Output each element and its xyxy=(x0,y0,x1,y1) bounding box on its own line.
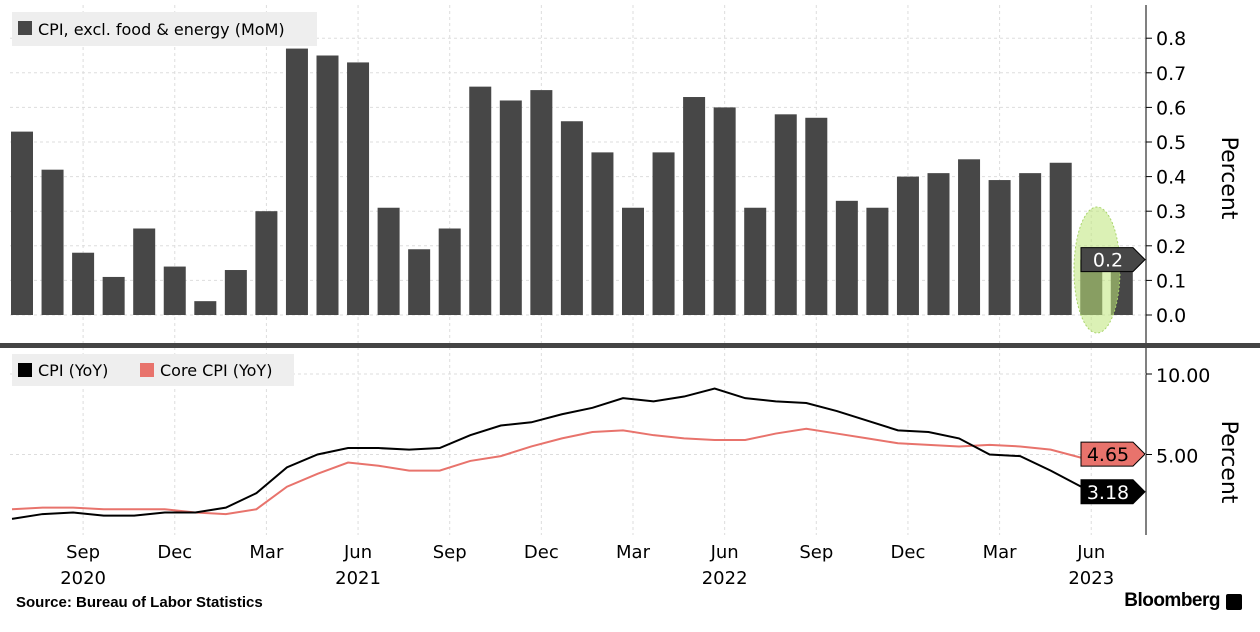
y-tick-label: 0.8 xyxy=(1156,28,1186,50)
y-tick-label: 0.6 xyxy=(1156,97,1186,119)
bar xyxy=(866,207,889,315)
bloomberg-icon xyxy=(1226,594,1242,610)
y-tick-label: 0.1 xyxy=(1156,270,1186,292)
bar xyxy=(316,55,339,315)
y-tick-label: 0.4 xyxy=(1156,167,1186,189)
bar xyxy=(530,90,553,315)
bar xyxy=(72,252,95,315)
bar xyxy=(652,152,675,315)
last-value-label: 0.2 xyxy=(1093,250,1123,272)
x-tick-label: Jun xyxy=(1076,542,1105,563)
bar xyxy=(683,97,706,316)
bar xyxy=(499,100,522,315)
last-value-tag xyxy=(1080,247,1146,273)
x-tick-label: Dec xyxy=(891,542,926,563)
bar xyxy=(133,228,156,315)
series-line xyxy=(11,427,1112,516)
bar xyxy=(744,207,767,315)
x-tick-label: Dec xyxy=(524,542,559,563)
bloomberg-logo: Bloomberg xyxy=(1124,590,1220,611)
x-year-label: 2020 xyxy=(60,568,106,589)
bar xyxy=(377,207,400,315)
series-line xyxy=(11,387,1112,520)
bar xyxy=(224,270,247,315)
bar xyxy=(11,131,33,315)
y-tick-label: 5.00 xyxy=(1156,446,1198,468)
x-year-label: 2022 xyxy=(702,568,748,589)
bar xyxy=(622,207,644,315)
legend-box-top xyxy=(12,12,317,46)
bar xyxy=(347,62,370,315)
legend-label: CPI (YoY) xyxy=(38,361,108,380)
x-tick-label: Jun xyxy=(710,542,739,563)
bar xyxy=(1019,173,1042,315)
bar xyxy=(927,173,950,315)
x-tick-label: Sep xyxy=(66,542,100,563)
bar xyxy=(41,169,64,315)
y-tick-label: 0.3 xyxy=(1156,201,1186,223)
y-tick-label: 10.00 xyxy=(1156,365,1210,387)
bar xyxy=(438,228,461,315)
legend-swatch xyxy=(18,21,32,35)
bar xyxy=(835,200,858,315)
bar xyxy=(194,301,217,315)
x-year-label: 2023 xyxy=(1068,568,1114,589)
bar xyxy=(255,211,278,315)
source-note: Source: Bureau of Labor Statistics xyxy=(16,594,263,611)
legend-swatch xyxy=(18,363,32,377)
bar xyxy=(805,117,828,315)
x-tick-label: Mar xyxy=(616,542,651,563)
x-tick-label: Sep xyxy=(799,542,833,563)
y-axis-title-bottom: Percent xyxy=(1216,421,1241,504)
bar xyxy=(591,152,614,315)
x-tick-label: Jun xyxy=(343,542,372,563)
core-cpi-tag xyxy=(1080,441,1146,467)
y-tick-label: 0.2 xyxy=(1156,236,1186,258)
x-tick-label: Dec xyxy=(157,542,192,563)
y-axis-title-top: Percent xyxy=(1216,137,1241,220)
x-tick-label: Sep xyxy=(433,542,467,563)
bar xyxy=(102,276,125,315)
cpi-tag xyxy=(1080,479,1146,505)
x-tick-label: Mar xyxy=(249,542,284,563)
legend-label: Core CPI (YoY) xyxy=(160,361,272,380)
legend-label: CPI, excl. food & energy (MoM) xyxy=(38,20,285,39)
core-cpi-last-label: 4.65 xyxy=(1087,444,1129,466)
bar xyxy=(774,114,797,315)
y-tick-label: 0.7 xyxy=(1156,63,1186,85)
panel-divider xyxy=(0,343,1260,348)
bar xyxy=(560,121,583,316)
bar xyxy=(896,176,919,315)
legend-swatch xyxy=(140,363,154,377)
bar xyxy=(988,180,1011,315)
y-tick-label: 0.5 xyxy=(1156,132,1186,154)
bar xyxy=(163,266,186,315)
x-year-label: 2021 xyxy=(335,568,381,589)
bar xyxy=(713,107,736,316)
y-tick-label: 0.0 xyxy=(1156,305,1186,327)
cpi-last-label: 3.18 xyxy=(1087,482,1129,504)
bar xyxy=(958,159,981,315)
x-tick-label: Mar xyxy=(983,542,1018,563)
bar xyxy=(1049,162,1072,315)
bar xyxy=(408,249,431,315)
bar xyxy=(469,86,492,315)
bar xyxy=(285,48,308,316)
